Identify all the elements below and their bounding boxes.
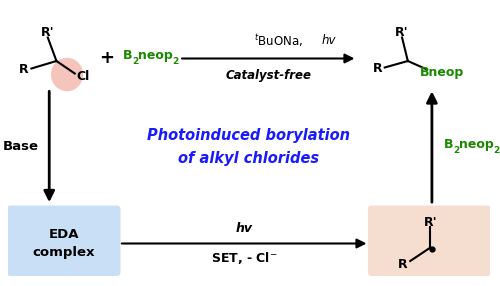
Text: R: R [372,62,382,75]
Text: R': R' [424,216,438,229]
Text: 2: 2 [172,57,178,67]
Text: +: + [100,49,114,67]
Text: 2: 2 [453,146,460,155]
Text: R: R [19,63,28,76]
Text: 2: 2 [132,57,138,67]
Text: Photoinduced borylation
of alkyl chlorides: Photoinduced borylation of alkyl chlorid… [148,128,350,166]
Text: neop: neop [138,49,173,63]
FancyBboxPatch shape [368,206,491,276]
Circle shape [52,59,82,90]
Text: EDA
complex: EDA complex [32,228,95,259]
Text: R': R' [395,26,409,39]
Text: SET, - Cl$^{-}$: SET, - Cl$^{-}$ [211,251,278,267]
Text: B: B [444,138,454,151]
Text: neop: neop [460,138,494,151]
Text: hv: hv [321,35,336,47]
Text: Catalyst-free: Catalyst-free [225,69,311,82]
Text: 2: 2 [493,146,500,155]
Text: Base: Base [2,140,38,154]
Text: R': R' [41,26,54,39]
Text: B: B [123,49,132,63]
Text: $^t$BuONa,: $^t$BuONa, [254,33,304,49]
Text: R: R [398,257,407,271]
Text: Cl: Cl [76,70,90,83]
Text: Bneop: Bneop [420,66,465,79]
Text: hv: hv [236,222,252,235]
FancyBboxPatch shape [7,206,120,276]
